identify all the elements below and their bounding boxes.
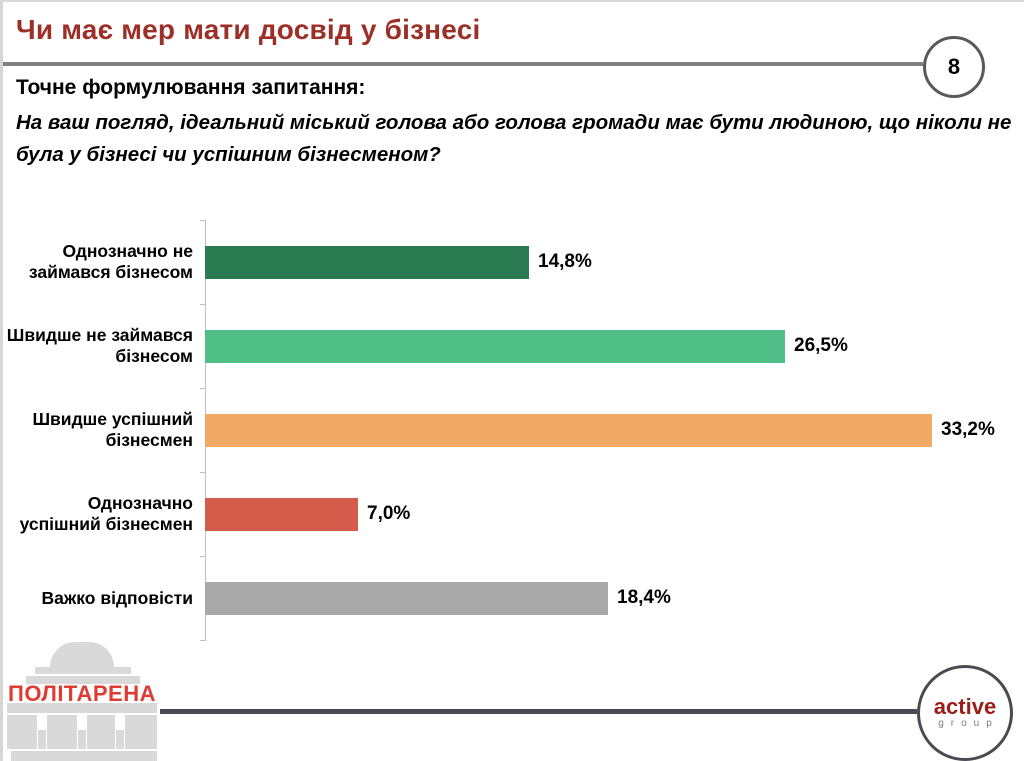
chart-rows: Однозначно не займався бізнесом 14,8% Шв… xyxy=(3,220,1024,640)
question-label: Точне формулювання запитання: xyxy=(16,76,366,99)
value-label: 33,2% xyxy=(941,419,995,440)
building-base-icon xyxy=(11,751,157,761)
building-dome-icon xyxy=(50,642,114,667)
axis-tick xyxy=(200,640,206,641)
building-window-icon xyxy=(38,730,46,749)
axis-tick xyxy=(200,304,206,305)
bar-chart: Однозначно не займався бізнесом 14,8% Шв… xyxy=(3,220,1024,641)
chart-row: Важко відповісти 18,4% xyxy=(3,556,1024,640)
bar-track: 7,0% xyxy=(205,497,1024,531)
building-step-icon xyxy=(26,676,140,684)
chart-row: Швидше не займався бізнесом 26,5% xyxy=(3,304,1024,388)
bar-1 xyxy=(205,245,529,279)
building-window-icon xyxy=(116,730,124,749)
value-label: 26,5% xyxy=(794,335,848,356)
category-label: Швидше успішний бізнесмен xyxy=(32,409,193,450)
group-wordmark: group xyxy=(938,718,999,729)
politarena-logo: ПОЛІТАРЕНА xyxy=(6,640,158,761)
active-wordmark: active xyxy=(933,694,997,719)
building-entablature-icon xyxy=(7,703,157,713)
chart-row: Швидше успішний бізнесмен 33,2% xyxy=(3,388,1024,472)
building-column-icon xyxy=(47,715,77,749)
bar-track: 14,8% xyxy=(205,245,1024,279)
bar-4 xyxy=(205,497,358,531)
bar-5 xyxy=(205,581,608,615)
active-group-logo: active group xyxy=(917,665,1013,761)
axis-tick xyxy=(200,220,206,221)
category-label: Однозначно успішний бізнесмен xyxy=(19,493,193,534)
bar-3 xyxy=(205,413,932,447)
value-label: 18,4% xyxy=(617,587,671,608)
chart-row: Однозначно успішний бізнесмен 7,0% xyxy=(3,472,1024,556)
page-number: 8 xyxy=(947,54,961,79)
bar-track: 26,5% xyxy=(205,329,1024,363)
building-column-icon xyxy=(7,715,37,749)
footer-divider xyxy=(160,709,917,714)
building-column-icon xyxy=(87,715,115,749)
building-step-icon xyxy=(35,667,131,674)
header-divider xyxy=(3,62,923,66)
axis-tick xyxy=(200,556,206,557)
category-label: Однозначно не займався бізнесом xyxy=(28,241,193,282)
bar-2 xyxy=(205,329,785,363)
category-label: Швидше не займався бізнесом xyxy=(6,325,193,366)
axis-tick xyxy=(200,472,206,473)
question-text: На ваш погляд, ідеальний міський голова … xyxy=(16,111,1012,166)
question-block: Точне формулювання запитання: На ваш пог… xyxy=(16,76,1018,171)
bar-track: 33,2% xyxy=(205,413,1024,447)
page-number-badge: 8 xyxy=(923,36,985,98)
axis-tick xyxy=(200,388,206,389)
building-window-icon xyxy=(78,730,86,749)
category-label: Важко відповісти xyxy=(41,587,193,608)
building-column-icon xyxy=(125,715,157,749)
politarena-wordmark: ПОЛІТАРЕНА xyxy=(8,681,156,706)
chart-row: Однозначно не займався бізнесом 14,8% xyxy=(3,220,1024,304)
page-title: Чи має мер мати досвід у бізнесі xyxy=(16,14,481,45)
bar-track: 18,4% xyxy=(205,581,1024,615)
value-label: 7,0% xyxy=(367,503,411,524)
value-label: 14,8% xyxy=(538,251,592,272)
